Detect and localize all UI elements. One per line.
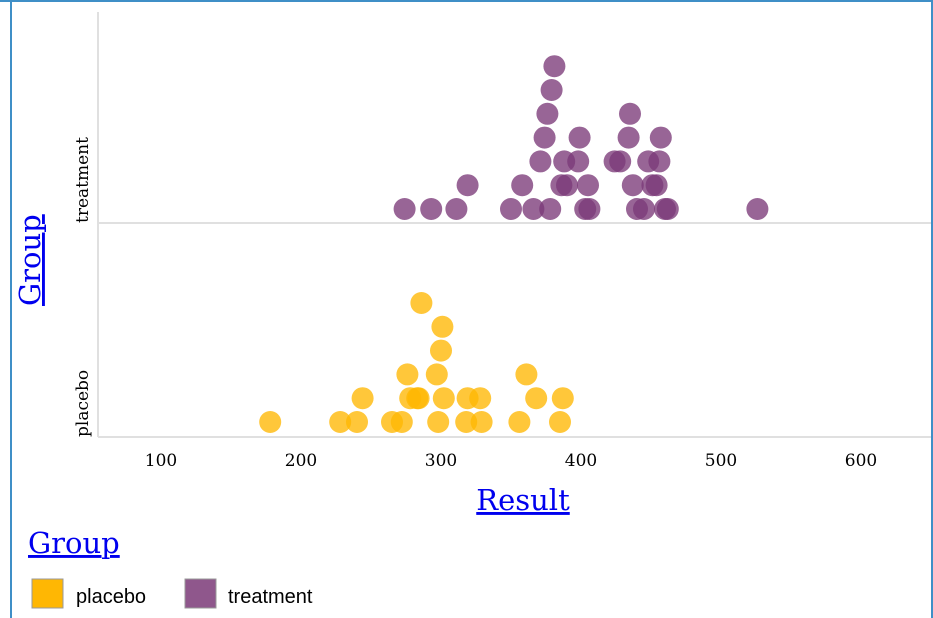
point-placebo-1 xyxy=(329,411,352,433)
legend-swatch-placebo xyxy=(31,578,64,609)
point-treatment-2 xyxy=(445,198,468,220)
point-treatment-24 xyxy=(619,102,641,125)
point-placebo-14 xyxy=(430,339,452,362)
x-tick-labels: 100 200 300 400 500 600 xyxy=(145,451,877,471)
point-treatment-30 xyxy=(645,174,668,197)
point-treatment-17 xyxy=(568,126,591,149)
point-treatment-0 xyxy=(393,198,416,220)
point-treatment-27 xyxy=(633,198,655,220)
legend-title-link[interactable]: Group xyxy=(28,526,120,560)
legend: Group placebo treatment xyxy=(28,526,313,609)
point-placebo-11 xyxy=(427,411,450,433)
point-treatment-16 xyxy=(567,150,590,173)
point-treatment-11 xyxy=(540,79,563,101)
point-treatment-12 xyxy=(543,55,566,78)
point-treatment-35 xyxy=(746,198,769,220)
frame-left-border xyxy=(10,0,12,618)
point-treatment-3 xyxy=(456,174,479,197)
point-treatment-23 xyxy=(617,126,640,149)
point-treatment-7 xyxy=(529,150,552,173)
x-tick-label-400: 400 xyxy=(565,451,597,471)
point-treatment-31 xyxy=(648,150,671,173)
point-placebo-18 xyxy=(469,387,492,410)
point-placebo-20 xyxy=(508,411,531,433)
point-treatment-4 xyxy=(500,198,522,220)
point-placebo-22 xyxy=(525,387,548,410)
point-placebo-23 xyxy=(549,411,571,433)
frame-top-border xyxy=(0,0,933,2)
point-treatment-6 xyxy=(522,198,545,220)
point-placebo-10 xyxy=(399,387,422,410)
point-placebo-16 xyxy=(455,411,478,433)
point-treatment-15 xyxy=(556,174,578,197)
legend-label-placebo: placebo xyxy=(76,586,146,608)
x-tick-label-100: 100 xyxy=(145,451,177,471)
category-label-treatment: treatment xyxy=(73,137,93,223)
point-placebo-2 xyxy=(346,411,368,433)
x-tick-label-300: 300 xyxy=(425,451,457,471)
point-treatment-5 xyxy=(511,174,534,197)
y-axis-title-link[interactable]: Group xyxy=(13,214,47,306)
point-placebo-19 xyxy=(470,411,493,433)
point-placebo-6 xyxy=(396,363,419,386)
grid-layer xyxy=(97,12,931,438)
point-placebo-21 xyxy=(515,363,538,386)
frame-right-border xyxy=(931,0,933,618)
legend-label-treatment: treatment xyxy=(228,586,313,608)
point-treatment-8 xyxy=(533,126,556,149)
point-treatment-32 xyxy=(649,126,672,149)
point-treatment-20 xyxy=(578,198,601,220)
point-placebo-0 xyxy=(259,411,282,433)
point-treatment-34 xyxy=(656,198,679,220)
point-treatment-10 xyxy=(539,198,562,220)
point-treatment-1 xyxy=(420,198,443,220)
point-treatment-9 xyxy=(536,102,559,125)
point-placebo-3 xyxy=(351,387,374,410)
x-tick-label-600: 600 xyxy=(845,451,877,471)
x-tick-label-200: 200 xyxy=(285,451,317,471)
legend-swatch-treatment xyxy=(184,578,217,609)
point-placebo-13 xyxy=(425,363,448,386)
data-points xyxy=(259,55,769,433)
point-treatment-22 xyxy=(609,150,632,173)
category-label-placebo: placebo xyxy=(73,370,93,437)
point-treatment-19 xyxy=(577,174,599,197)
point-placebo-9 xyxy=(410,292,433,314)
point-placebo-15 xyxy=(431,315,454,338)
x-tick-label-500: 500 xyxy=(705,451,737,471)
point-placebo-5 xyxy=(390,411,413,433)
point-placebo-12 xyxy=(432,387,455,410)
point-placebo-24 xyxy=(551,387,574,410)
point-treatment-25 xyxy=(621,174,644,197)
x-axis-title-link[interactable]: Result xyxy=(476,483,570,517)
